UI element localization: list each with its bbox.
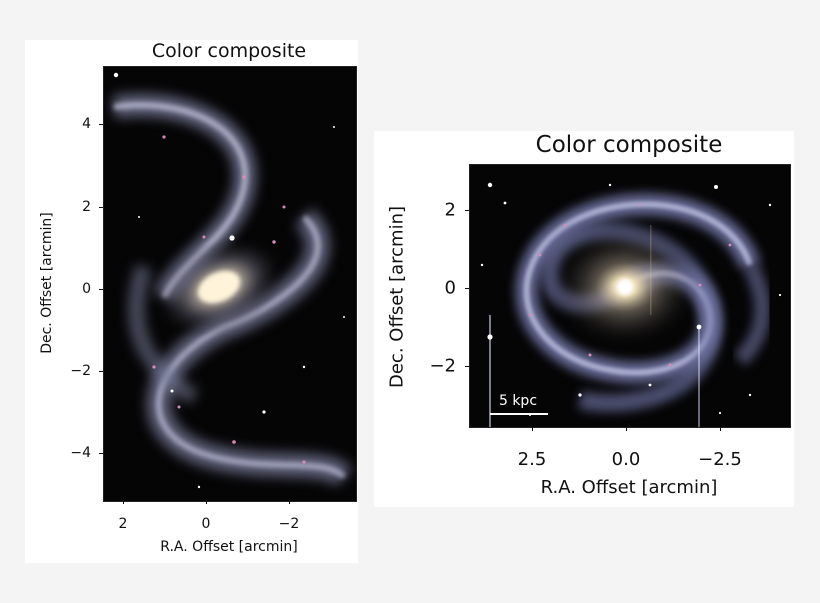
right-y-axis-label: Dec. Offset [arcmin] [386,206,408,388]
left-x-tick [206,500,207,504]
right-figure-panel: Color composite [374,131,794,507]
right-y-tick [465,366,469,367]
left-y-tick-label: −2 [70,363,91,379]
right-panel-title: Color composite [535,132,723,158]
left-y-tick [99,124,103,125]
galaxy-svg-right [480,182,782,427]
right-x-tick-label: 2.5 [517,449,547,470]
scale-bar-label: 5 kpc [498,393,538,409]
left-y-tick [99,371,103,372]
left-y-tick [99,453,103,454]
left-x-tick-label: −2 [278,516,300,532]
left-y-tick [99,207,103,208]
left-y-tick-label: 0 [82,281,91,297]
right-x-tick [720,427,721,431]
left-y-tick-label: 2 [82,199,91,215]
right-x-axis-label: R.A. Offset [arcmin] [540,477,718,498]
left-y-tick-label: 4 [82,116,91,132]
scale-bar [490,413,548,415]
face-on-spiral-galaxy-image: 5 kpc [469,164,791,428]
right-x-tick-label: −2.5 [698,449,742,470]
right-y-tick-label: 2 [444,199,456,221]
left-figure-panel: Color composite [25,40,358,563]
left-panel-title: Color composite [151,40,307,62]
left-y-tick-label: −4 [70,445,91,461]
left-y-tick [99,289,103,290]
right-x-tick [532,427,533,431]
right-x-tick-label: 0.0 [611,449,641,470]
right-y-tick [465,288,469,289]
barred-spiral-galaxy-image [103,66,357,502]
left-x-axis-label: R.A. Offset [arcmin] [160,539,298,555]
right-y-tick [465,210,469,211]
left-y-axis-label: Dec. Offset [arcmin] [39,212,55,354]
left-x-tick [123,500,124,504]
right-y-tick-label: −2 [429,355,456,377]
right-x-tick [626,427,627,431]
left-x-tick-label: 0 [201,516,211,532]
galaxy-svg-left [112,72,353,489]
right-y-tick-label: 0 [444,277,456,299]
left-x-tick [289,500,290,504]
left-x-tick-label: 2 [118,516,128,532]
